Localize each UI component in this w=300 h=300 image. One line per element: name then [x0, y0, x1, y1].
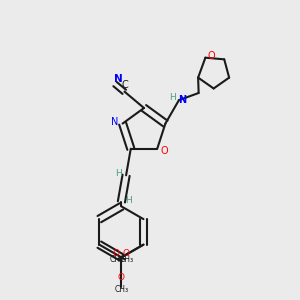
Text: C: C [121, 80, 128, 90]
Text: N: N [114, 74, 123, 84]
Text: O: O [160, 146, 168, 156]
Text: O: O [208, 51, 215, 61]
Text: N: N [178, 95, 186, 105]
Text: O: O [118, 273, 125, 282]
Text: N: N [111, 117, 119, 127]
Text: CH₃: CH₃ [114, 285, 128, 294]
Text: H: H [115, 169, 122, 178]
Text: CH₃: CH₃ [119, 255, 133, 264]
Text: CH₃: CH₃ [110, 255, 124, 264]
Text: O: O [123, 249, 130, 258]
Text: H: H [169, 93, 176, 102]
Text: O: O [113, 249, 120, 258]
Text: H: H [125, 196, 132, 205]
